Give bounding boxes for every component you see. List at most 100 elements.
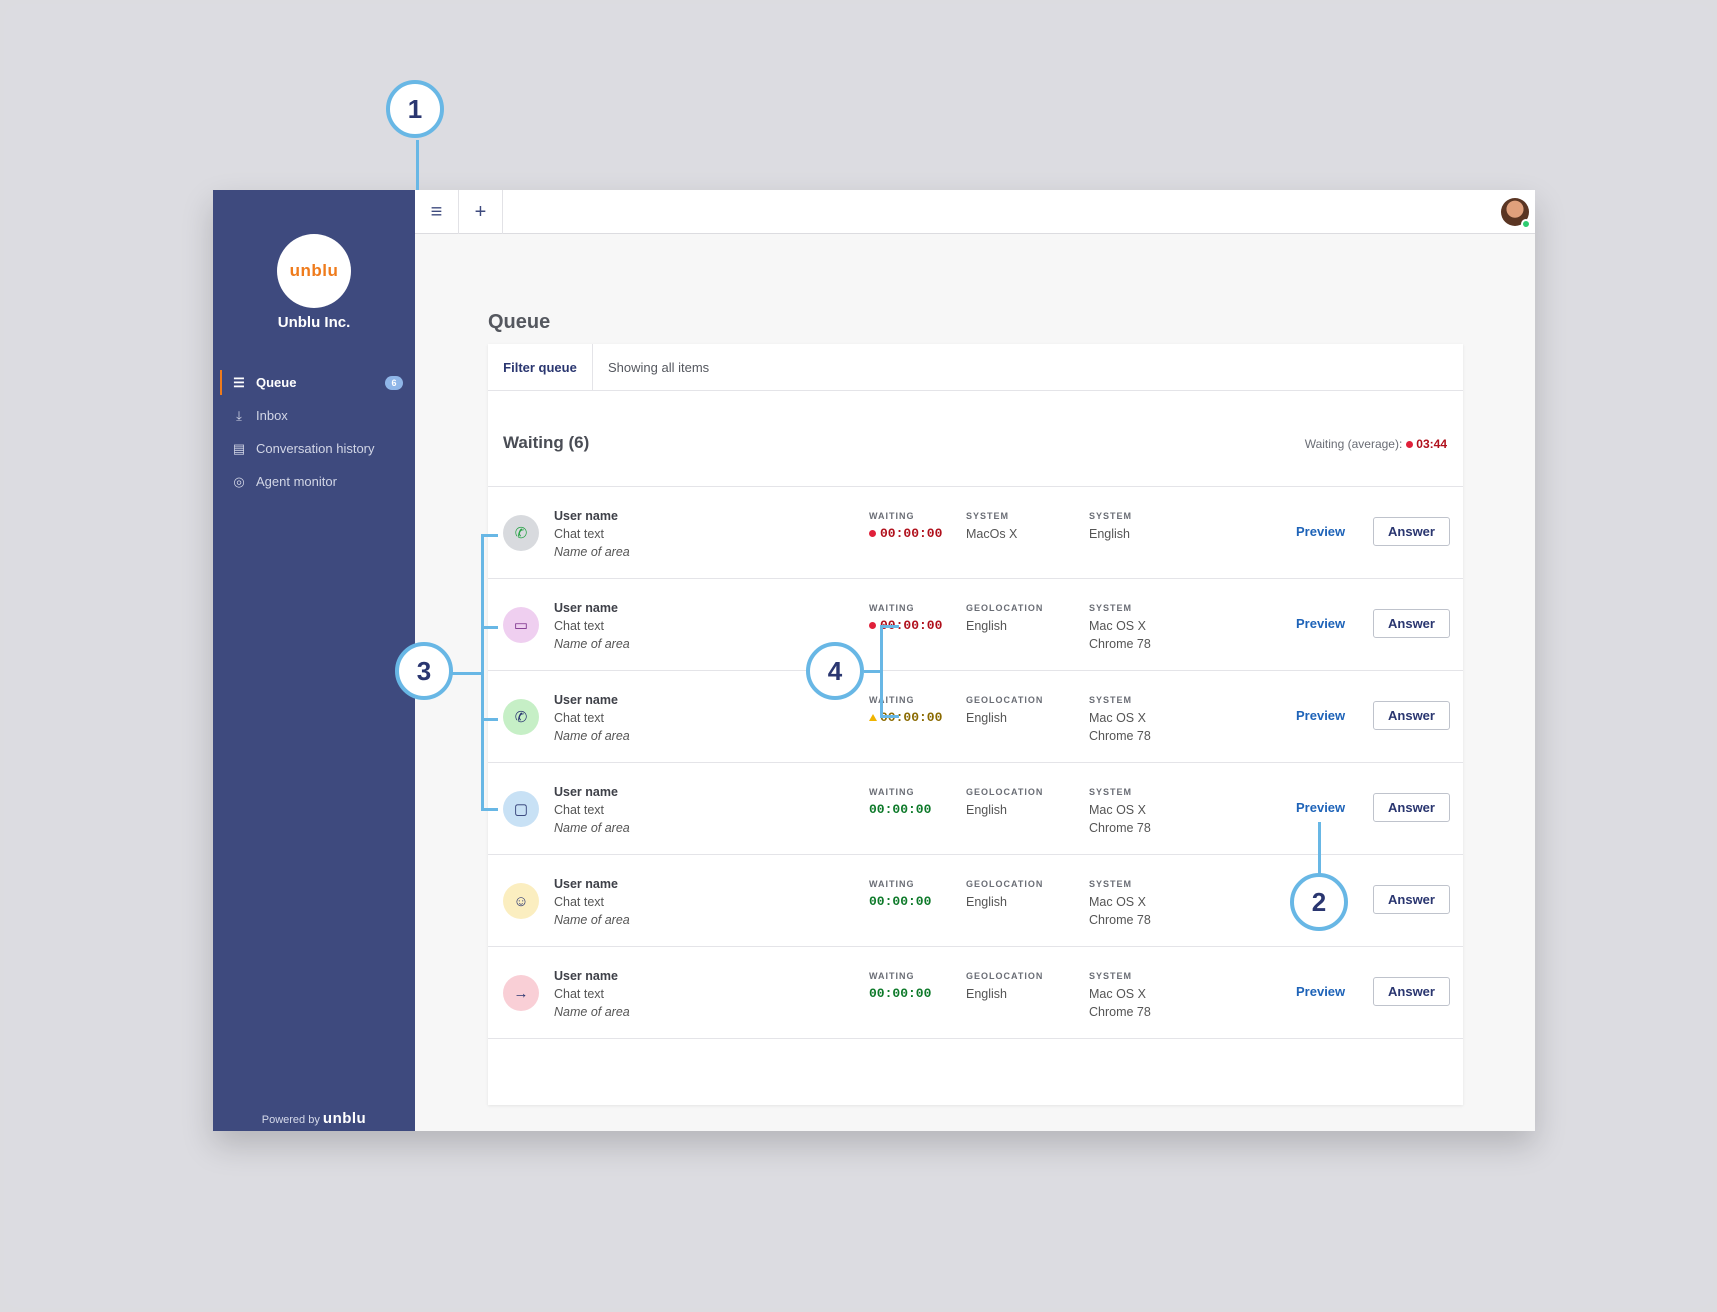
phone-icon: ✆ [503,699,539,735]
info-label: SYSTEM [966,511,1010,521]
waiting-column: WAITING 00:00:00 [869,969,931,1003]
sidebar-item-label: Conversation history [256,441,375,456]
callout-3: 3 [395,642,453,700]
info-value: English [966,803,1007,817]
info-column: GEOLOCATION English [966,601,1043,635]
add-button[interactable]: + [459,190,503,234]
callout-1-leader [416,140,419,190]
system-os: English [1089,527,1130,541]
info-value: English [966,895,1007,909]
chat-text: Chat text [554,711,605,725]
answer-button[interactable]: Answer [1373,977,1450,1006]
answer-button[interactable]: Answer [1373,609,1450,638]
area-name: Name of area [554,821,630,835]
sidebar-item-queue[interactable]: ☰ Queue 6 [213,366,415,399]
alert-dot-icon [1406,441,1414,448]
forward-icon: → [503,975,539,1011]
system-label: SYSTEM [1089,511,1133,521]
preview-button[interactable]: Preview [1296,524,1346,539]
waiting-column: WAITING 00:00:00 [869,877,931,911]
video-icon: ▢ [503,791,539,827]
queue-row[interactable]: ☺ User name Chat text Name of area WAITI… [488,855,1463,947]
channel-glyph: ▭ [513,617,529,634]
sidebar-nav: ☰ Queue 6 ⤓ Inbox ▤ Conversation history… [213,366,415,498]
info-column: GEOLOCATION English [966,877,1043,911]
waiting-average: Waiting (average): 03:44 [1305,437,1447,451]
info-value: English [966,619,1007,633]
sidebar-item-inbox[interactable]: ⤓ Inbox [213,399,415,432]
waiting-label: WAITING [869,511,915,521]
archive-icon: ▤ [232,440,246,456]
system-os: Mac OS X [1089,895,1146,909]
user-name: User name [554,693,618,707]
queue-row[interactable]: ▢ User name Chat text Name of area WAITI… [488,763,1463,855]
system-browser: Chrome 78 [1089,637,1151,651]
system-label: SYSTEM [1089,695,1133,705]
system-os: Mac OS X [1089,711,1146,725]
system-browser: Chrome 78 [1089,1005,1151,1019]
area-name: Name of area [554,637,630,651]
sidebar-item-conversation-history[interactable]: ▤ Conversation history [213,432,415,465]
callout-2-leader [1318,822,1321,874]
info-label: GEOLOCATION [966,695,1044,705]
system-browser: Chrome 78 [1089,729,1151,743]
queue-row[interactable]: ▭ User name Chat text Name of area WAITI… [488,579,1463,671]
system-column: SYSTEM Mac OS X Chrome 78 [1089,693,1151,745]
info-label: GEOLOCATION [966,603,1044,613]
warning-triangle-icon [869,714,877,721]
area-name: Name of area [554,545,630,559]
logo-text: unblu [289,261,339,280]
user-info: User name Chat text Name of area [554,507,630,561]
preview-button[interactable]: Preview [1296,800,1346,815]
waiting-column: WAITING 00:00:00 [869,601,942,635]
info-column: GEOLOCATION English [966,969,1043,1003]
answer-button[interactable]: Answer [1373,793,1450,822]
preview-button[interactable]: Preview [1296,708,1346,723]
sidebar-item-label: Inbox [256,408,288,423]
waiting-label: WAITING [869,603,915,613]
user-add-icon: ☺ [503,883,539,919]
callout-1: 1 [386,80,444,138]
area-name: Name of area [554,913,630,927]
sidebar-item-agent-monitor[interactable]: ◎ Agent monitor [213,465,415,498]
callout-4: 4 [806,642,864,700]
area-name: Name of area [554,729,630,743]
user-name: User name [554,509,618,523]
waiting-time: 00:00:00 [869,986,932,1001]
filter-queue-tab[interactable]: Filter queue [488,344,593,391]
chat-text: Chat text [554,987,605,1001]
alert-dot-icon [869,530,876,537]
queue-row[interactable]: → User name Chat text Name of area WAITI… [488,947,1463,1039]
info-value: English [966,711,1007,725]
waiting-column: WAITING 00:00:00 [869,693,942,727]
channel-glyph: ☺ [513,892,529,910]
queue-row[interactable]: ✆ User name Chat text Name of area WAITI… [488,487,1463,579]
system-column: SYSTEM Mac OS X Chrome 78 [1089,785,1151,837]
waiting-label: WAITING [869,879,915,889]
whatsapp-icon: ✆ [503,515,539,551]
channel-glyph: ✆ [514,709,528,726]
info-value: MacOs X [966,527,1018,541]
menu-button[interactable]: ≡ [415,190,459,234]
waiting-column: WAITING 00:00:00 [869,785,931,819]
system-column: SYSTEM Mac OS X Chrome 78 [1089,877,1151,929]
answer-button[interactable]: Answer [1373,885,1450,914]
callout-3-leader [450,672,481,675]
preview-button[interactable]: Preview [1296,984,1346,999]
answer-button[interactable]: Answer [1373,517,1450,546]
system-browser: Chrome 78 [1089,821,1151,835]
logo: unblu [277,234,351,308]
callout-3-bracket [481,534,484,810]
callout-3-tick [481,808,498,811]
user-info: User name Chat text Name of area [554,967,630,1021]
waiting-column: WAITING 00:00:00 [869,509,942,543]
chat-text: Chat text [554,895,605,909]
filter-status: Showing all items [608,360,710,375]
queue-row[interactable]: ✆ User name Chat text Name of area WAITI… [488,671,1463,763]
answer-button[interactable]: Answer [1373,701,1450,730]
waiting-average-label: Waiting (average): [1304,437,1403,451]
preview-button[interactable]: Preview [1296,616,1346,631]
page-title: Queue [488,311,551,333]
waiting-header: Waiting (6) Waiting (average): 03:44 [488,391,1463,487]
waiting-timer: 00:00:00 [869,801,931,819]
